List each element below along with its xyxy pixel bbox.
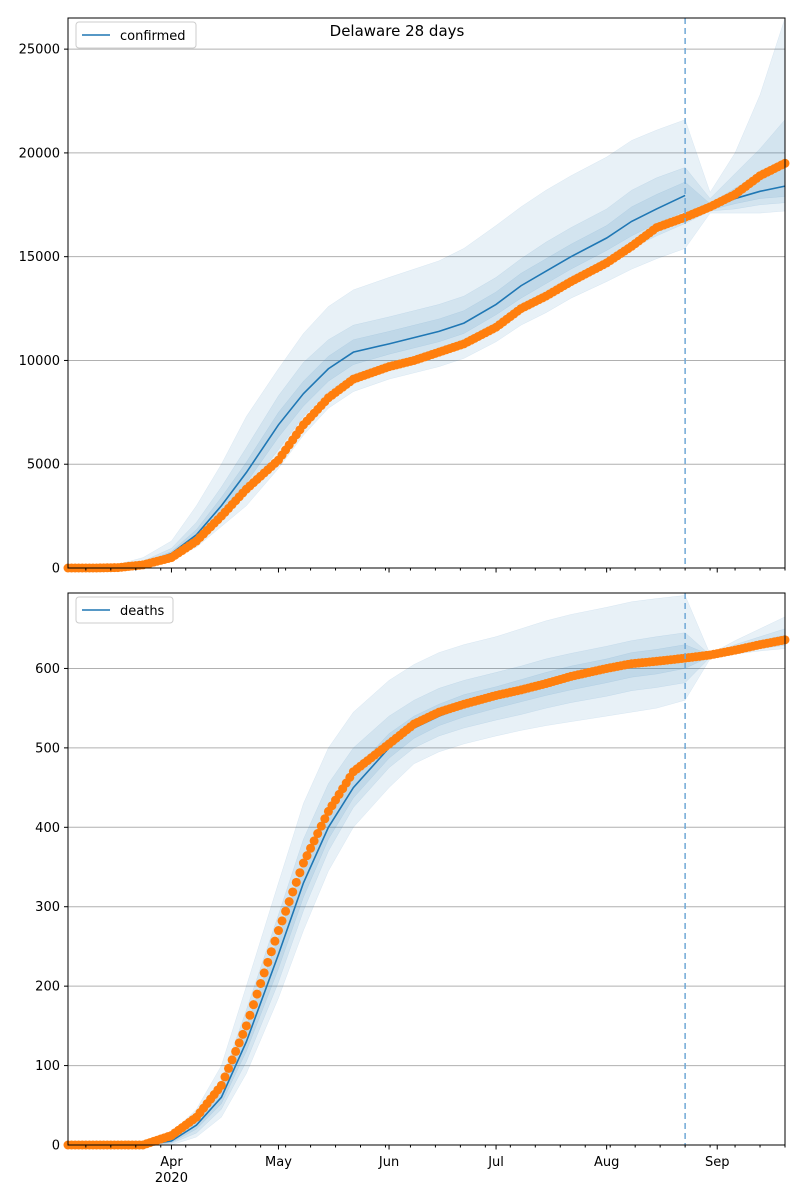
observed-point [273,926,283,936]
observed-point [320,814,330,824]
axes-frame [67,17,786,569]
observed-point [295,868,305,878]
observed-point [248,1000,258,1010]
y-tick-label: 15000 [19,250,60,265]
observed-point [256,979,266,989]
y-tick-label: 400 [35,821,60,836]
y-tick-label: 500 [35,741,60,756]
y-tick-label: 0 [52,562,60,577]
observed-point [298,858,308,868]
y-tick-label: 300 [35,900,60,915]
legend-label: confirmed [120,29,186,44]
legend-box [75,596,174,624]
observed-point [227,1055,237,1065]
observed-point [302,851,312,861]
observed-point [309,836,319,846]
observed-point [288,887,298,897]
observed-point [270,936,280,946]
observed-point [263,957,273,967]
axes-frame [67,592,786,1146]
observed-point [284,897,294,907]
observed-point [220,1072,230,1082]
y-tick-label: 200 [35,980,60,995]
legend-box [75,21,197,49]
y-tick-label: 5000 [27,458,60,473]
observed-point [281,906,291,916]
observed-point [313,829,323,839]
x-tick-label: Sep [705,1155,730,1170]
observed-point [266,947,276,957]
y-tick-label: 25000 [19,43,60,58]
confirmed-panel: 0 5000 10000 15000 20000 25000 confirmed [19,17,790,577]
observed-point [224,1063,234,1073]
observed-point [291,877,301,887]
observed-point [234,1038,244,1048]
y-tick-label: 10000 [19,354,60,369]
x-tick-label: Apr [160,1155,183,1170]
y-tick-label: 20000 [19,146,60,161]
observed-point [277,916,287,926]
observed-point [238,1029,248,1039]
observed-point [216,1080,226,1090]
observed-point [306,843,316,853]
x-tick-year-label: 2020 [155,1171,188,1186]
observed-point [252,989,262,999]
y-tick-label: 100 [35,1059,60,1074]
x-tick-label: Jun [378,1155,399,1170]
legend-label: deaths [120,604,165,619]
x-tick-label: May [265,1155,292,1170]
x-tick-label: Jul [487,1155,504,1170]
observed-point [259,968,269,978]
x-tick-label: Aug [594,1155,619,1170]
observed-point [241,1021,251,1031]
chart-title: Delaware 28 days [330,22,465,40]
observed-point [245,1010,255,1020]
y-tick-label: 600 [35,662,60,677]
observed-point [316,821,326,831]
y-tick-label: 0 [52,1139,60,1154]
observed-point [231,1046,241,1056]
